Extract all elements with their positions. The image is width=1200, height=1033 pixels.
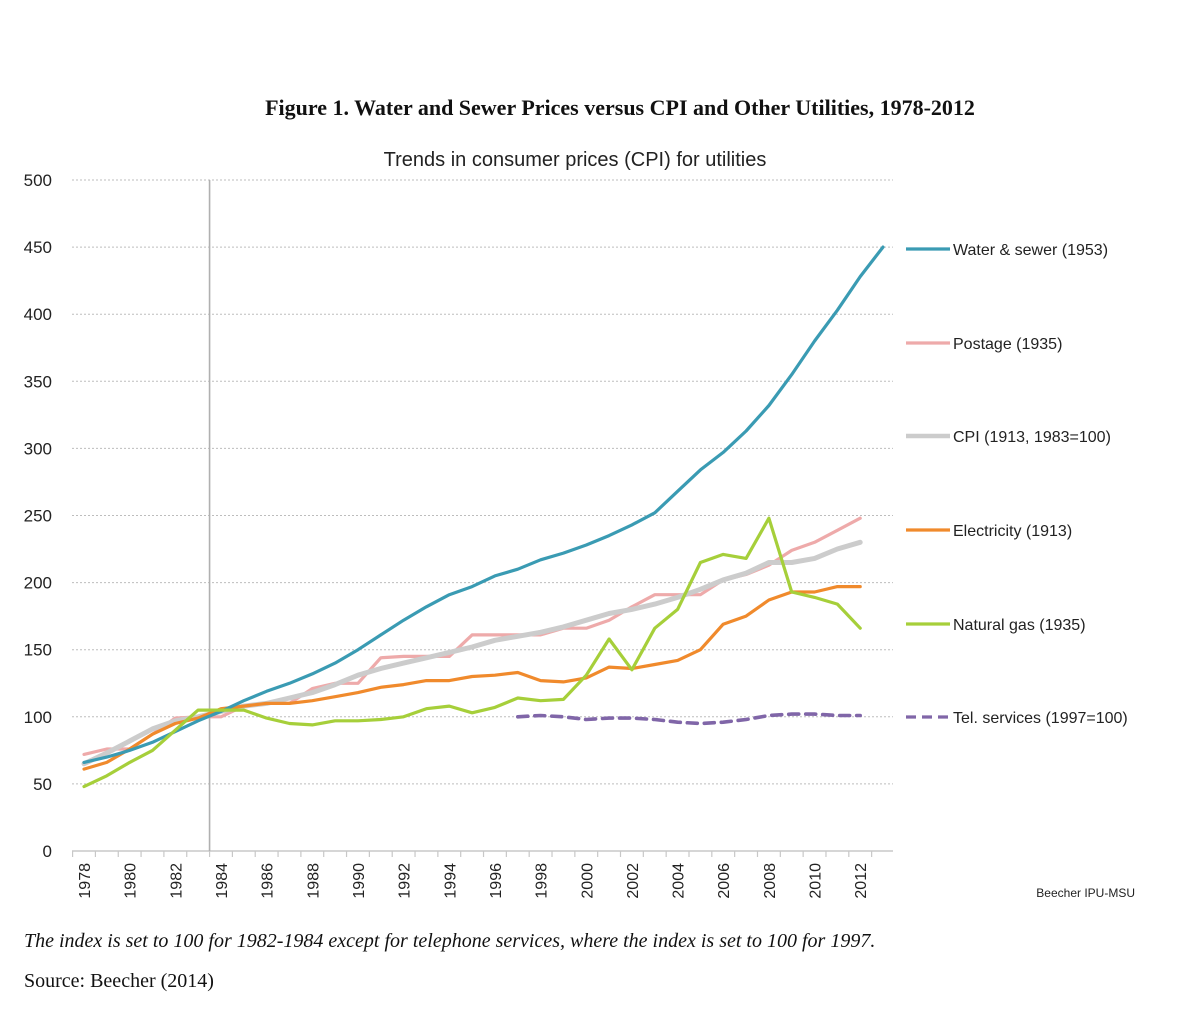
figure-footnote: The index is set to 100 for 1982-1984 ex… bbox=[24, 930, 876, 952]
y-tick-label: 150 bbox=[24, 641, 52, 660]
x-tick-label: 1978 bbox=[77, 863, 94, 899]
legend-label: Tel. services (1997=100) bbox=[953, 710, 1128, 727]
x-tick-label: 1992 bbox=[397, 863, 414, 899]
legend-label: CPI (1913, 1983=100) bbox=[953, 429, 1111, 446]
y-tick-label: 200 bbox=[24, 574, 52, 593]
legend-label: Electricity (1913) bbox=[953, 523, 1072, 540]
x-tick-label: 1998 bbox=[534, 863, 551, 899]
y-tick-label: 500 bbox=[24, 171, 52, 190]
y-tick-label: 0 bbox=[43, 842, 52, 861]
y-tick-label: 300 bbox=[24, 439, 52, 458]
series-line-tel-services-1997-100 bbox=[515, 712, 863, 726]
series-line-natural-gas-1935 bbox=[82, 516, 862, 789]
legend-label: Water & sewer (1953) bbox=[953, 242, 1108, 259]
legend-item: Water & sewer (1953) bbox=[906, 242, 1108, 259]
legend: Water & sewer (1953) Postage (1935) CPI (1… bbox=[906, 242, 1128, 727]
legend-item: CPI (1913, 1983=100) bbox=[906, 429, 1111, 446]
series-line-electricity-1913 bbox=[82, 584, 862, 771]
legend-item: Tel. services (1997=100) bbox=[906, 710, 1128, 727]
figure-source: Source: Beecher (2014) bbox=[24, 970, 214, 992]
legend-label: Natural gas (1935) bbox=[953, 617, 1086, 634]
y-tick-label: 400 bbox=[24, 305, 52, 324]
y-tick-label: 350 bbox=[24, 372, 52, 391]
x-tick-label: 2002 bbox=[625, 863, 642, 899]
x-axis-tick-labels: 1978 1980 1982 1984 1986 1988 1990 1992 1994 1996… bbox=[77, 863, 870, 899]
legend-item: Postage (1935) bbox=[906, 336, 1062, 353]
chart-credit: Beecher IPU-MSU bbox=[1036, 886, 1135, 900]
legend-item: Natural gas (1935) bbox=[906, 617, 1086, 634]
x-tick-label: 2000 bbox=[579, 863, 596, 899]
axes bbox=[71, 180, 893, 857]
chart-title: Trends in consumer prices (CPI) for util… bbox=[384, 149, 767, 171]
legend-item: Electricity (1913) bbox=[906, 523, 1072, 540]
legend-label: Postage (1935) bbox=[953, 336, 1062, 353]
y-tick-label: 100 bbox=[24, 708, 52, 727]
x-tick-label: 2004 bbox=[671, 863, 688, 899]
figure-title: Figure 1. Water and Sewer Prices versus … bbox=[265, 95, 975, 120]
line-chart: Trends in consumer prices (CPI) for util… bbox=[24, 149, 1135, 900]
x-tick-label: 1996 bbox=[488, 863, 505, 899]
x-tick-label: 1984 bbox=[214, 863, 231, 899]
x-tick-label: 1982 bbox=[168, 863, 185, 899]
x-tick-label: 1980 bbox=[123, 863, 140, 899]
series-line-water-sewer-1953 bbox=[82, 245, 885, 765]
series-line-cpi-1913-1983-100 bbox=[81, 539, 863, 767]
x-tick-label: 1986 bbox=[260, 863, 277, 899]
x-tick-label: 2012 bbox=[853, 863, 870, 899]
y-axis-tick-labels: 0 50 100 150 200 250 300 350 400 450 500 bbox=[24, 171, 52, 861]
x-tick-label: 2006 bbox=[716, 863, 733, 899]
y-tick-label: 250 bbox=[24, 507, 52, 526]
x-tick-label: 1990 bbox=[351, 863, 368, 899]
x-tick-label: 1994 bbox=[442, 863, 459, 899]
y-tick-label: 450 bbox=[24, 238, 52, 257]
y-tick-label: 50 bbox=[33, 775, 52, 794]
x-tick-label: 2008 bbox=[762, 863, 779, 899]
x-tick-label: 2010 bbox=[808, 863, 825, 899]
gridlines bbox=[72, 179, 893, 785]
series-lines bbox=[81, 245, 885, 789]
x-tick-label: 1988 bbox=[305, 863, 322, 899]
